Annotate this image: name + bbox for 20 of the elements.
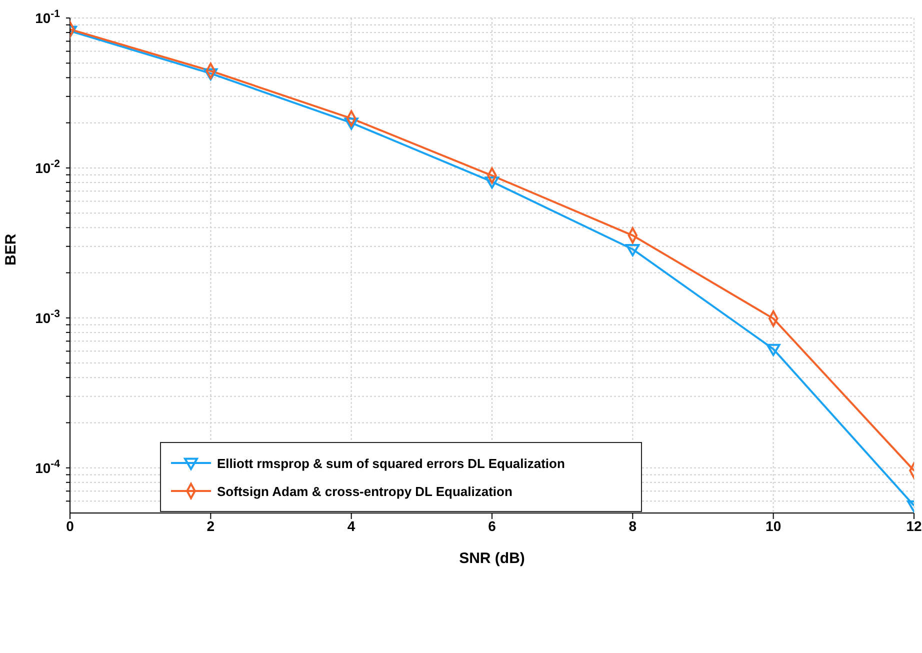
legend-label: Softsign Adam & cross-entropy DL Equalization: [217, 484, 512, 498]
y-tick-label: 10$^{-1}$: [35, 8, 60, 26]
point: [485, 176, 499, 189]
x-tick-label: 10: [766, 518, 782, 534]
y-tick-label: 10$^{-4}$: [35, 458, 60, 476]
point: [766, 344, 780, 356]
x-tick-label: 4: [347, 518, 356, 534]
point: [626, 244, 640, 256]
legend-label: Elliott rmsprop & sum of squared errors DL Equalization: [217, 456, 565, 470]
x-tick-label: 0: [66, 518, 74, 534]
y-tick-label: 10$^{-3}$: [35, 308, 60, 326]
y-tick-label: 10$^{-2}$: [35, 158, 60, 176]
x-tick-label: 2: [206, 518, 215, 534]
x-tick-label: 12: [906, 518, 922, 534]
point: [344, 118, 358, 130]
y-axis-title: BER: [2, 234, 20, 266]
x-tick-label: 6: [488, 518, 496, 534]
x-axis-title: SNR (dB): [459, 550, 525, 567]
point: [204, 68, 218, 80]
x-tick-label: 8: [628, 518, 637, 534]
